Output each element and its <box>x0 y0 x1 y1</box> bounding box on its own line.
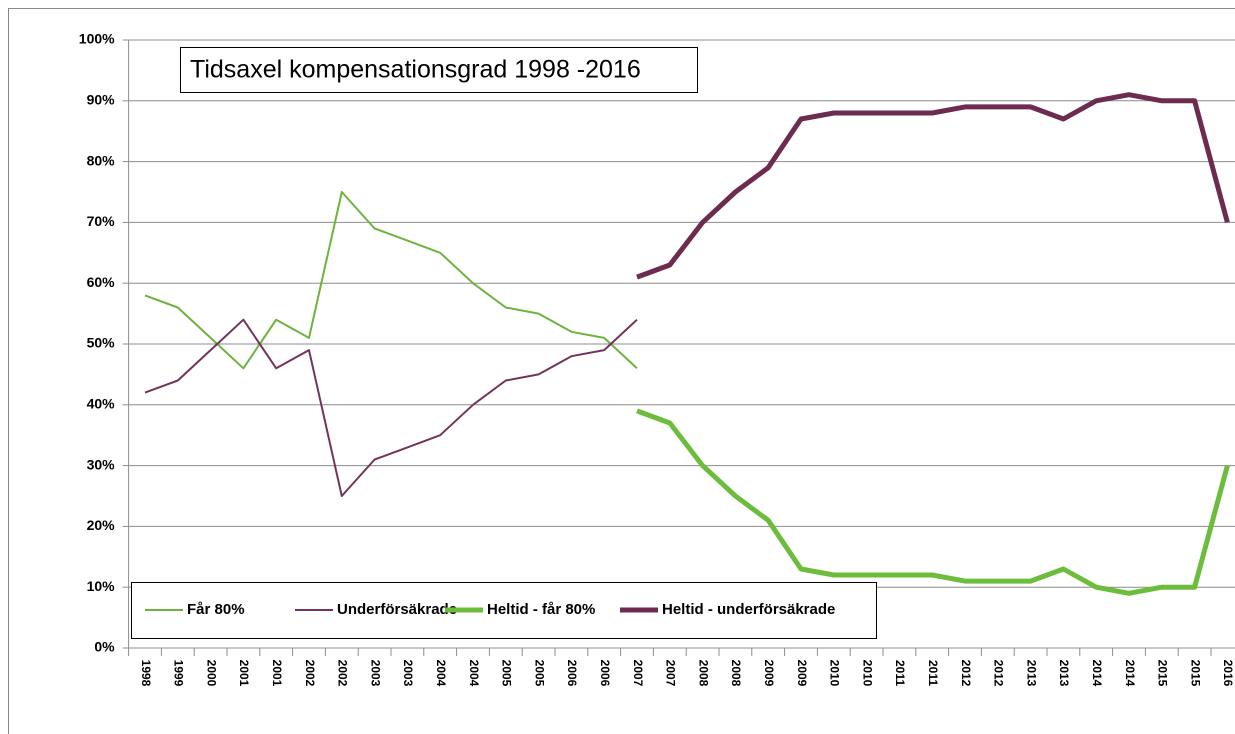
lines <box>144 92 1230 596</box>
x-tick-label: 2003 <box>368 660 382 687</box>
x-tick-label: 2007 <box>631 660 645 687</box>
x-tick-label: 2015 <box>1188 660 1202 687</box>
x-tick-label: 2001 <box>237 660 251 687</box>
x-tick-label: 2002 <box>303 660 317 687</box>
x-tick-label: 2013 <box>1057 660 1071 687</box>
x-tick-label: 2005 <box>532 660 546 687</box>
legend-label: Heltid - får 80% <box>487 601 595 618</box>
x-tick-label: 2014 <box>1123 660 1137 687</box>
x-tick-label: 2010 <box>828 660 842 687</box>
x-tick-label: 2001 <box>270 660 284 687</box>
x-tick-label: 2008 <box>696 660 710 687</box>
x-tick-label: 2016 <box>1221 660 1235 687</box>
y-tick-label: 70% <box>87 213 116 229</box>
y-tick-label: 50% <box>87 335 116 351</box>
x-tick-label: 2008 <box>729 660 743 687</box>
x-tick-label: 2015 <box>1156 660 1170 687</box>
x-tick-label: 2013 <box>1024 660 1038 687</box>
chart-title: Tidsaxel kompensationsgrad 1998 -2016 <box>190 56 641 84</box>
y-tick-label: 40% <box>87 396 116 412</box>
y-tick-label: 20% <box>87 517 116 533</box>
x-tick-label: 2012 <box>959 660 973 687</box>
y-tick-label: 30% <box>87 456 116 472</box>
x-tick-label: 1999 <box>172 660 186 687</box>
title-box <box>180 47 698 93</box>
x-tick-label: 2011 <box>893 660 907 686</box>
x-tick-label: 2002 <box>336 660 350 687</box>
series-line <box>636 92 1230 280</box>
x-tick-label: 2009 <box>762 660 776 687</box>
legend-label: Underförsäkrade <box>337 601 457 618</box>
legend: Får 80% Underförsäkrade Heltid - får 80% He… <box>131 582 877 639</box>
x-tick-label: 1998 <box>139 660 153 687</box>
y-tick-label: 60% <box>87 274 116 290</box>
x-tick-label: 2011 <box>926 660 940 686</box>
legend-label: Heltid - underförsäkrade <box>662 601 835 618</box>
x-tick-label: 2004 <box>434 660 448 687</box>
x-tick-label: 2007 <box>664 660 678 687</box>
x-tick-label: 2004 <box>467 660 481 687</box>
legend-label: Får 80% <box>187 601 245 618</box>
y-tick-label: 90% <box>87 92 116 108</box>
x-tick-label: 2012 <box>992 660 1006 687</box>
y-tick-label: 0% <box>94 639 115 655</box>
x-tick-label: 2014 <box>1090 660 1104 687</box>
series-line <box>144 191 638 370</box>
series-line <box>144 318 638 497</box>
x-tick-label: 2003 <box>401 660 415 687</box>
series-line <box>636 408 1230 596</box>
x-tick-label: 2010 <box>860 660 874 687</box>
legend-box <box>131 582 877 639</box>
x-tick-label: 2000 <box>204 660 218 687</box>
y-tick-label: 80% <box>87 152 116 168</box>
y-tick-label: 10% <box>87 578 116 594</box>
y-tick-label: 100% <box>79 31 115 47</box>
grid: 0% 10% 20% 30% 40% 50% 60% 70% 80% 90% 100% 1998 199… <box>79 31 1235 687</box>
x-tick-label: 2006 <box>598 660 612 687</box>
x-tick-label: 2006 <box>565 660 579 687</box>
x-tick-label: 2009 <box>795 660 809 687</box>
x-tick-label: 2005 <box>500 660 514 687</box>
